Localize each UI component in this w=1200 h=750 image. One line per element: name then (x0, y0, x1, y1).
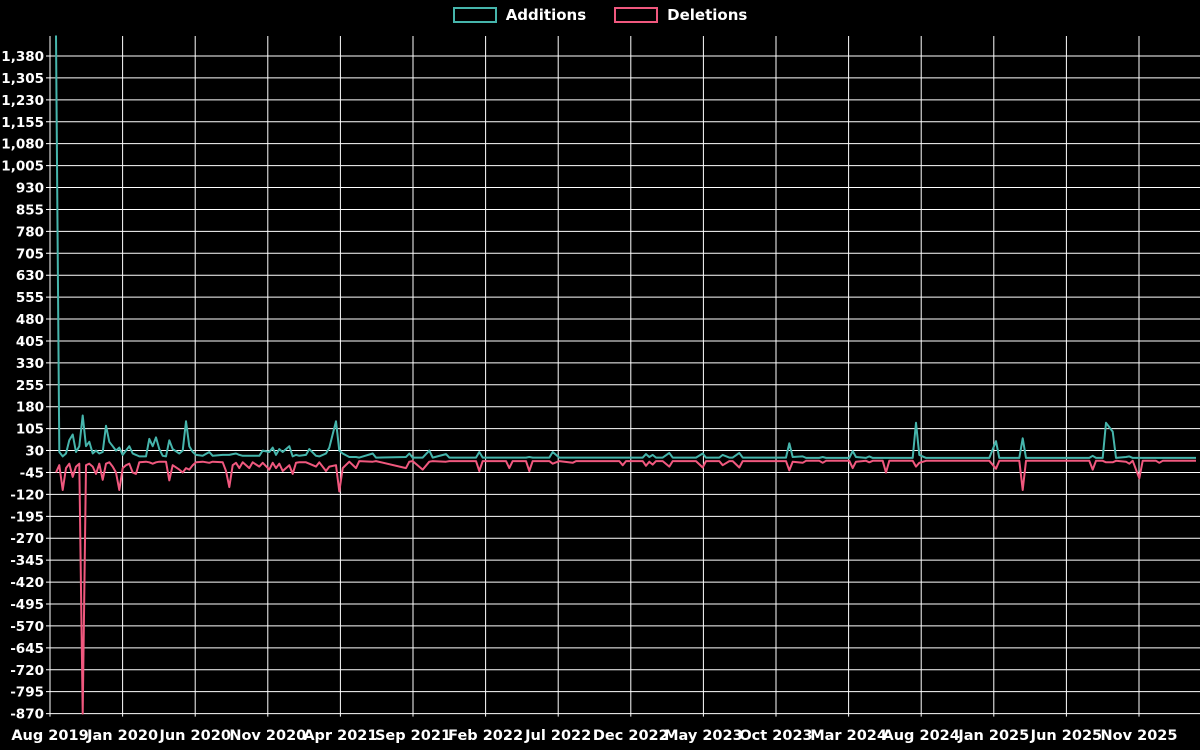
svg-text:-195: -195 (10, 509, 44, 525)
svg-text:180: 180 (16, 400, 44, 416)
gridlines (46, 36, 1200, 717)
svg-text:Apr 2021: Apr 2021 (303, 728, 377, 744)
svg-text:-795: -795 (10, 685, 44, 701)
deletions-line (55, 459, 1196, 715)
svg-text:1,305: 1,305 (1, 71, 44, 87)
svg-text:-420: -420 (10, 575, 44, 591)
svg-text:1,005: 1,005 (1, 159, 44, 175)
svg-text:Oct 2023: Oct 2023 (739, 728, 812, 744)
svg-text:Jan 2020: Jan 2020 (86, 728, 158, 744)
svg-text:Jun 2025: Jun 2025 (1030, 728, 1102, 744)
additions-legend-label: Additions (505, 5, 587, 24)
svg-text:Sep 2021: Sep 2021 (375, 728, 451, 744)
svg-text:-570: -570 (10, 619, 44, 635)
svg-text:Aug 2019: Aug 2019 (11, 728, 88, 744)
svg-text:1,155: 1,155 (1, 115, 44, 131)
svg-text:480: 480 (16, 312, 44, 328)
legend-item-additions[interactable]: Additions (452, 5, 587, 24)
svg-text:930: 930 (16, 181, 44, 197)
svg-text:405: 405 (16, 334, 44, 350)
legend-item-deletions[interactable]: Deletions (614, 7, 747, 23)
svg-text:780: 780 (16, 224, 44, 240)
svg-text:May 2023: May 2023 (664, 728, 743, 744)
svg-text:705: 705 (16, 246, 44, 262)
svg-text:Jul 2022: Jul 2022 (524, 728, 591, 744)
svg-text:1,230: 1,230 (1, 93, 44, 109)
deletions-legend-label: Deletions (667, 5, 748, 24)
svg-text:Feb 2022: Feb 2022 (448, 728, 523, 744)
svg-text:30: 30 (25, 444, 44, 460)
svg-text:-345: -345 (10, 553, 44, 569)
svg-text:-120: -120 (10, 487, 44, 503)
deletions-legend-swatch (614, 7, 659, 23)
svg-text:-720: -720 (10, 663, 44, 679)
svg-text:555: 555 (16, 290, 44, 306)
additions-legend-swatch (452, 7, 497, 23)
svg-text:-645: -645 (10, 641, 44, 657)
svg-text:Jan 2025: Jan 2025 (957, 728, 1029, 744)
svg-text:Nov 2025: Nov 2025 (1101, 728, 1178, 744)
svg-text:1,380: 1,380 (1, 49, 44, 65)
svg-text:Dec 2022: Dec 2022 (593, 728, 669, 744)
svg-text:630: 630 (16, 268, 44, 284)
svg-text:Nov 2020: Nov 2020 (229, 728, 306, 744)
svg-text:330: 330 (16, 356, 44, 372)
additions-line (55, 35, 1196, 459)
svg-text:-870: -870 (10, 707, 44, 723)
svg-text:855: 855 (16, 202, 44, 218)
svg-text:-270: -270 (10, 531, 44, 547)
svg-text:Jun 2020: Jun 2020 (158, 728, 230, 744)
svg-text:1,080: 1,080 (1, 137, 44, 153)
svg-text:-495: -495 (10, 597, 44, 613)
svg-text:255: 255 (16, 378, 44, 394)
svg-text:-45: -45 (20, 465, 44, 481)
svg-text:Mar 2024: Mar 2024 (810, 728, 887, 744)
y-axis-tick-labels: 1,380 1,305 1,230 1,155 1,080 1,005 930 855 780 7… (1, 49, 44, 723)
svg-text:Aug 2024: Aug 2024 (883, 728, 960, 744)
chart-legend: Additions Deletions (0, 7, 1200, 23)
svg-text:105: 105 (16, 422, 44, 438)
